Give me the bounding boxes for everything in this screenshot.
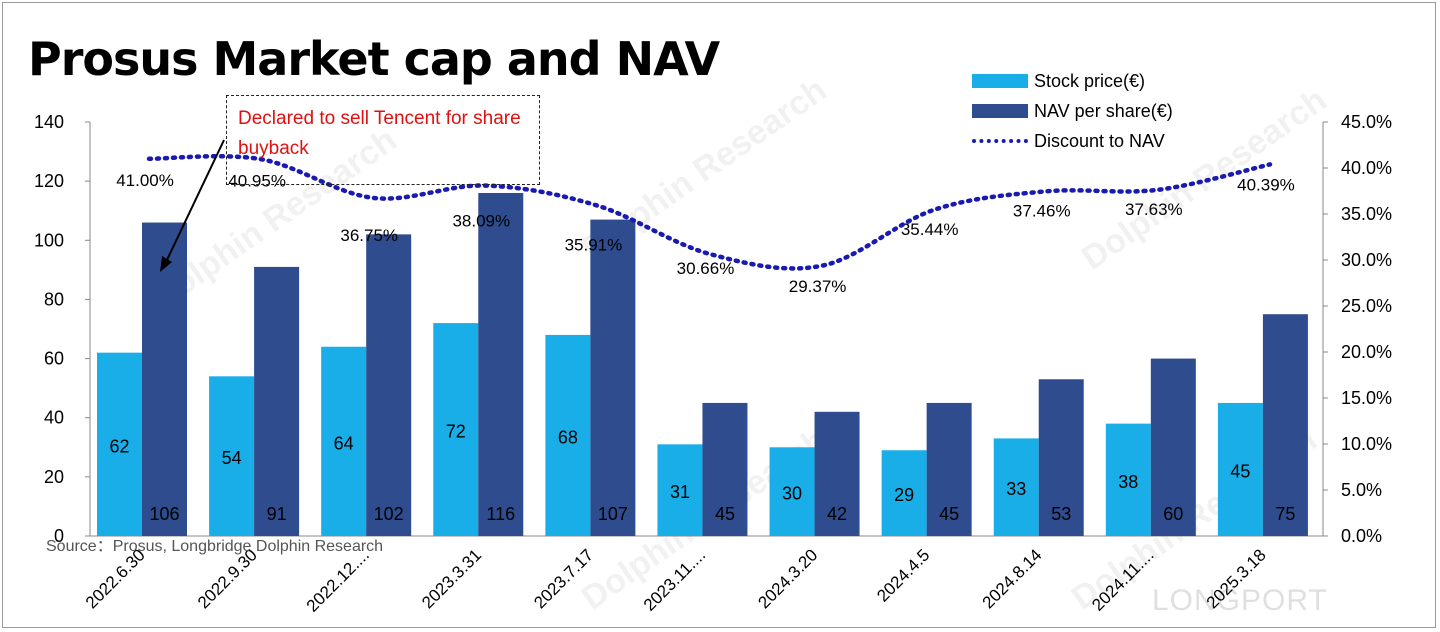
bar-stock-price-label: 72 <box>446 422 466 442</box>
discount-label: 38.09% <box>452 212 510 231</box>
bar-stock-price <box>433 323 479 536</box>
discount-label: 40.39% <box>1237 175 1295 194</box>
legend-swatch-discount <box>972 139 1028 143</box>
bar-nav-per-share-label: 60 <box>1163 504 1183 524</box>
bar-nav-per-share-label: 107 <box>598 504 628 524</box>
legend-label: Stock price(€) <box>1034 70 1146 91</box>
bar-stock-price-label: 33 <box>1006 479 1026 499</box>
legend-label: Discount to NAV <box>1034 130 1165 151</box>
bar-nav-per-share-label: 45 <box>939 504 959 524</box>
chart-title: Prosus Market cap and NAV <box>28 32 720 86</box>
y-right-tick-label: 35.0% <box>1341 204 1392 224</box>
bar-stock-price <box>209 376 255 536</box>
x-tick-label: 2023.7.17 <box>530 545 597 612</box>
bar-stock-price <box>657 444 703 536</box>
y-right-tick-label: 20.0% <box>1341 342 1392 362</box>
bar-nav-per-share-label: 53 <box>1051 504 1071 524</box>
x-tick-label: 2023.11.... <box>640 545 709 614</box>
callout-text: Declared to sell Tencent for share buyba… <box>238 108 521 159</box>
discount-label: 29.37% <box>789 277 847 296</box>
bar-stock-price-label: 45 <box>1230 461 1250 481</box>
bar-nav-per-share <box>254 266 300 536</box>
discount-label: 35.91% <box>565 236 623 255</box>
bar-stock-price-label: 64 <box>334 433 354 453</box>
legend-label: NAV per share(€) <box>1034 100 1173 121</box>
y-right-tick-label: 45.0% <box>1341 112 1392 132</box>
y-left-tick-label: 0 <box>54 526 64 546</box>
brand-watermark: LONGPORT <box>1152 584 1328 617</box>
discount-label: 37.63% <box>1125 200 1183 219</box>
bar-nav-per-share <box>814 411 860 536</box>
bar-nav-per-share <box>590 219 636 537</box>
callout-box <box>226 95 540 185</box>
bar-stock-price-label: 29 <box>894 485 914 505</box>
legend-swatch-stock-price <box>972 74 1028 88</box>
x-tick-label: 2024.3.20 <box>754 545 821 612</box>
bar-stock-price-label: 68 <box>558 427 578 447</box>
bar-nav-per-share-label: 102 <box>374 504 404 524</box>
discount-line <box>146 154 1273 271</box>
bar-nav-per-share <box>1038 379 1084 536</box>
bar-nav-per-share <box>478 192 524 536</box>
legend-item-stock-price: Stock price(€) <box>972 68 1272 94</box>
bar-nav-per-share <box>926 402 972 536</box>
y-left-tick-label: 20 <box>44 467 64 487</box>
bar-nav-per-share <box>142 222 187 537</box>
bar-stock-price-label: 62 <box>109 436 129 456</box>
bar-stock-price <box>1105 423 1151 536</box>
y-right-tick-label: 15.0% <box>1341 388 1392 408</box>
bar-stock-price <box>321 346 367 536</box>
discount-label: 36.75% <box>340 226 398 245</box>
legend-item-nav-per-share: NAV per share(€) <box>972 98 1272 124</box>
y-left-tick-label: 140 <box>34 112 64 132</box>
bar-nav-per-share-label: 91 <box>267 504 287 524</box>
bar-stock-price <box>97 352 142 536</box>
bar-stock-price-label: 31 <box>670 482 690 502</box>
discount-label: 35.44% <box>901 220 959 239</box>
bar-stock-price <box>769 447 815 536</box>
callout-arrow-head <box>160 256 172 272</box>
y-left-tick-label: 120 <box>34 171 64 191</box>
x-tick-label: 2024.11.... <box>1088 545 1157 614</box>
bar-stock-price <box>881 450 927 536</box>
bar-stock-price <box>545 334 591 536</box>
bar-stock-price-label: 30 <box>782 484 802 504</box>
y-left-tick-label: 40 <box>44 408 64 428</box>
bar-stock-price-label: 38 <box>1118 472 1138 492</box>
legend-swatch-nav-per-share <box>972 104 1028 118</box>
legend-item-discount: Discount to NAV <box>972 128 1272 154</box>
source-note: Source：Prosus, Longbridge Dolphin Resear… <box>46 538 384 555</box>
bar-stock-price <box>993 438 1039 536</box>
bar-stock-price-label: 54 <box>222 448 242 468</box>
bar-nav-per-share-label: 116 <box>486 504 515 524</box>
y-right-tick-label: 0.0% <box>1341 526 1382 546</box>
bar-nav-per-share <box>1262 314 1308 536</box>
discount-label: 37.46% <box>1013 201 1071 220</box>
y-left-tick-label: 100 <box>34 230 64 250</box>
bar-nav-per-share-label: 42 <box>827 504 847 524</box>
discount-label: 30.66% <box>677 259 735 278</box>
bar-nav-per-share <box>702 402 748 536</box>
callout-arrow <box>165 139 225 263</box>
bar-nav-per-share-label: 106 <box>149 504 179 524</box>
y-right-tick-label: 10.0% <box>1341 434 1392 454</box>
y-right-tick-label: 5.0% <box>1341 480 1382 500</box>
x-tick-label: 2023.3.31 <box>418 545 485 612</box>
y-left-tick-label: 60 <box>44 349 64 369</box>
bar-nav-per-share <box>1150 358 1196 536</box>
bar-nav-per-share-label: 45 <box>715 504 735 524</box>
bar-nav-per-share <box>366 234 412 536</box>
x-tick-label: 2024.8.14 <box>979 545 1046 612</box>
y-right-tick-label: 40.0% <box>1341 158 1392 178</box>
bar-nav-per-share-label: 75 <box>1275 504 1295 524</box>
discount-label: 40.95% <box>228 171 286 190</box>
x-tick-label: 2024.4.5 <box>873 545 933 605</box>
y-right-tick-label: 30.0% <box>1341 250 1392 270</box>
bar-stock-price <box>1217 402 1263 536</box>
y-right-tick-label: 25.0% <box>1341 296 1392 316</box>
discount-label: 41.00% <box>116 171 174 190</box>
y-left-tick-label: 80 <box>44 289 64 309</box>
